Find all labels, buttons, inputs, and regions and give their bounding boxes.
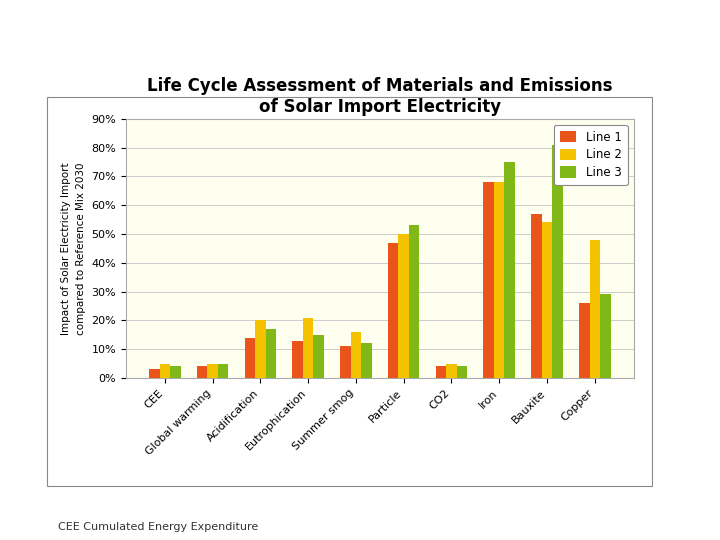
Bar	[494, 182, 505, 378]
Bar	[505, 162, 515, 378]
Bar	[207, 363, 218, 378]
Bar	[292, 341, 303, 378]
Bar	[197, 367, 207, 378]
Bar	[531, 214, 541, 378]
Bar	[245, 338, 255, 378]
Bar	[218, 363, 228, 378]
Bar	[388, 242, 398, 378]
Bar	[170, 367, 181, 378]
Bar	[340, 346, 351, 378]
Bar	[303, 318, 313, 378]
Bar	[600, 294, 611, 378]
Bar	[160, 363, 170, 378]
Bar	[541, 222, 552, 378]
Bar	[590, 240, 600, 378]
Bar	[483, 182, 494, 378]
Bar	[456, 367, 467, 378]
Bar	[149, 369, 160, 378]
Legend: Line 1, Line 2, Line 3: Line 1, Line 2, Line 3	[554, 125, 628, 185]
Bar	[266, 329, 276, 378]
Bar	[255, 320, 266, 378]
Bar	[351, 332, 361, 378]
Bar	[409, 225, 420, 378]
Bar	[398, 234, 409, 378]
Bar	[579, 303, 590, 378]
Bar	[361, 343, 372, 378]
Bar	[446, 363, 456, 378]
Text: CEE Cumulated Energy Expenditure: CEE Cumulated Energy Expenditure	[58, 522, 258, 532]
Bar	[436, 367, 446, 378]
Bar	[552, 145, 563, 378]
Text: Life Cycle Assessment of Materials and Emissions
of Solar Import Electricity: Life Cycle Assessment of Materials and E…	[147, 77, 613, 116]
Bar	[313, 335, 324, 378]
Y-axis label: Impact of Solar Electricity Import
compared to Reference Mix 2030: Impact of Solar Electricity Import compa…	[61, 162, 86, 335]
